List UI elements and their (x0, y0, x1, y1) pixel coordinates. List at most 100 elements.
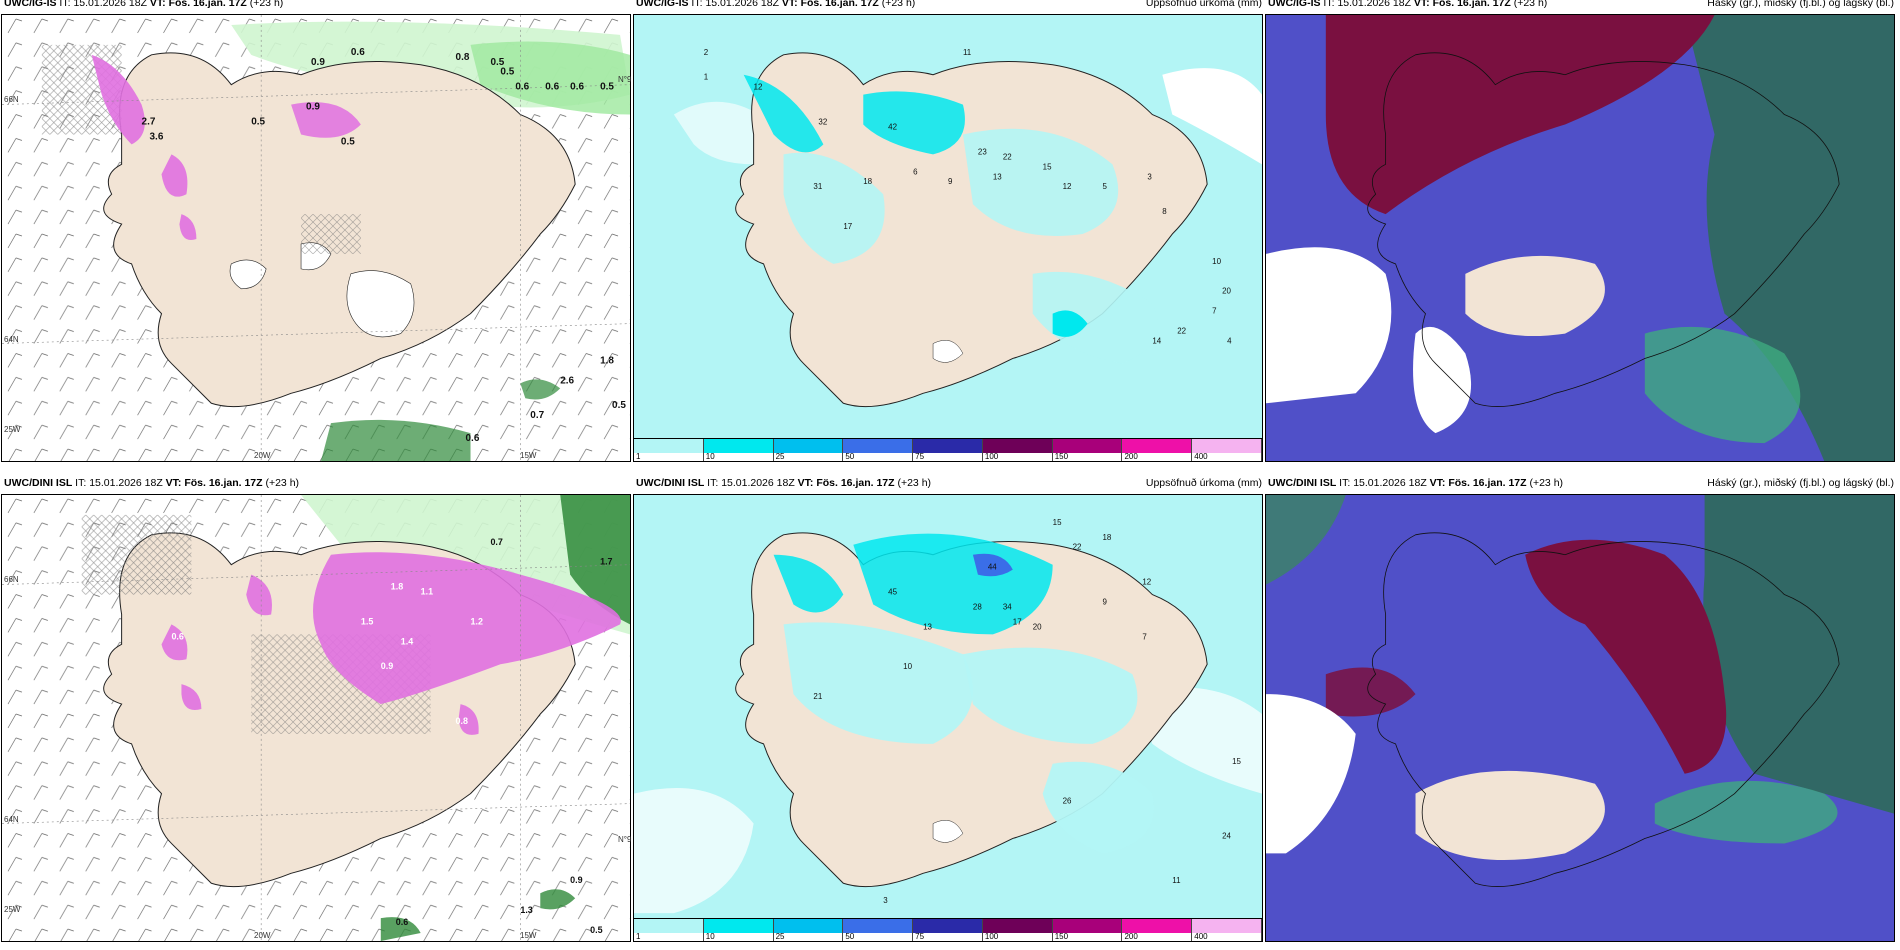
it-label: IT: (691, 0, 703, 9)
colorbar-label: 25 (775, 932, 785, 941)
colorbar-swatch (1122, 439, 1192, 453)
colorbar-label: 50 (845, 932, 855, 941)
value-label: 7 (1212, 307, 1217, 316)
colorbar-segment: 400 (1192, 919, 1263, 941)
vt-label: VT: (1429, 477, 1446, 489)
snow-area (161, 154, 188, 197)
colorbar-swatch (703, 439, 773, 453)
colorbar-segment: 25 (773, 439, 844, 461)
colorbar-label: 1 (636, 452, 641, 461)
it-value: 15.01.2026 18Z (73, 0, 147, 9)
longitude-label: 15W (520, 931, 537, 940)
value-label: 1.7 (600, 557, 612, 567)
value-label: 6 (913, 167, 918, 176)
value-label: 12 (1063, 182, 1072, 191)
value-label: 45 (888, 588, 897, 597)
value-label: 0.8 (456, 716, 468, 726)
colorbar-segment: 50 (843, 439, 914, 461)
value-label: 18 (1103, 533, 1112, 542)
precip-area (962, 128, 1119, 237)
value-label: 5 (1103, 182, 1108, 191)
panel-title: Uppsöfnuð úrkoma (mm) (1145, 477, 1262, 489)
latitude-label: 64N (4, 335, 19, 344)
colorbar-segment: 1 (634, 439, 704, 461)
it-value: 15.01.2026 18Z (705, 0, 779, 9)
precip-area (743, 74, 824, 153)
dry-area (634, 787, 754, 914)
panel-header: UWC/IG-IS IT: 15.01.2026 18Z VT: Fös. 16… (1268, 0, 1896, 11)
iceland-outline (1367, 52, 1840, 407)
longitude-label: 20W (254, 451, 271, 460)
latitude-label: 66N (4, 95, 19, 104)
glacier (932, 820, 964, 843)
value-label: 0.6 (545, 82, 559, 93)
value-label: 1 (704, 73, 709, 82)
value-label: 20 (1033, 622, 1042, 631)
vt-label: VT: (165, 477, 182, 489)
vt-label: VT: (149, 0, 166, 9)
value-label: 17 (843, 222, 852, 231)
latitude-label: 66N (4, 575, 19, 584)
value-label: 0.5 (341, 136, 355, 147)
value-label: 4 (1227, 337, 1232, 346)
precip-area (540, 889, 576, 910)
value-label: 13 (923, 622, 932, 631)
it-value: 15.01.2026 18Z (1353, 477, 1427, 489)
colorbar-segment: 150 (1052, 919, 1123, 941)
precip-area (560, 495, 630, 625)
it-label: IT: (75, 477, 87, 489)
colorbar-segment: 25 (773, 919, 844, 941)
panel-precip-top: UWC/IG-IS IT: 15.01.2026 18Z VT: Fös. 16… (633, 0, 1263, 462)
dry-area (1162, 68, 1262, 165)
vt-label: VT: (1413, 0, 1430, 9)
glacier (229, 259, 267, 290)
value-label: 26 (1063, 797, 1072, 806)
colorbar-swatch (1122, 919, 1192, 933)
colorbar-swatch (1052, 439, 1122, 453)
panel-header: UWC/IG-IS IT: 15.01.2026 18Z VT: Fös. 16… (4, 0, 632, 11)
land-patch (1465, 255, 1605, 337)
precip-area (320, 419, 471, 461)
snow-hatch (81, 514, 192, 595)
precip-area (783, 152, 885, 264)
precip-labels: 2 1 11 12 32 42 31 18 6 9 23 22 13 15 12… (704, 48, 1232, 346)
colorbar-swatch (773, 439, 843, 453)
lead-time: (+23 h) (1513, 0, 1548, 9)
colorbar-label: 75 (915, 452, 925, 461)
model-name: UWC/DINI ISL (636, 477, 705, 489)
value-label: 28 (973, 602, 982, 611)
clear-area (1266, 247, 1392, 404)
value-label: 15 (1043, 162, 1052, 171)
map-snow-wind: 0.9 0.6 0.5 0.8 0.5 0.6 0.6 0.6 0.5 2.7 … (2, 15, 630, 461)
latitude-label: N°9 (618, 835, 632, 844)
it-value: 15.01.2026 18Z (1337, 0, 1411, 9)
colorbar-label: 10 (705, 932, 715, 941)
vt-value: Fös. 16.jan. 17Z (184, 477, 263, 489)
value-label: 20 (1222, 287, 1231, 296)
colorbar-label: 100 (984, 452, 999, 461)
value-label: 1.4 (401, 636, 413, 646)
vt-value: Fös. 16.jan. 17Z (816, 477, 895, 489)
value-label: 2.6 (560, 375, 574, 386)
value-label: 0.5 (590, 925, 602, 935)
model-name: UWC/IG-IS (636, 0, 689, 9)
lead-time: (+23 h) (265, 477, 300, 489)
low-cloud-area (1684, 15, 1894, 461)
colorbar-swatch (1192, 919, 1262, 933)
snow-area (313, 552, 621, 705)
parallel (2, 803, 630, 824)
value-label: 8 (1162, 207, 1167, 216)
value-label: 1.8 (600, 355, 614, 366)
colorbar-segment: 200 (1122, 919, 1193, 941)
value-label: 22 (1073, 543, 1082, 552)
vt-value: Fös. 16.jan. 17Z (168, 0, 247, 9)
snow-area (161, 624, 188, 661)
panel-snow-wind-bottom: UWC/DINI ISL IT: 15.01.2026 18Z VT: Fös.… (1, 477, 632, 942)
value-label: 22 (1003, 152, 1012, 161)
model-name: UWC/DINI ISL (1268, 477, 1337, 489)
low-cloud-area (1654, 780, 1838, 844)
precip-labels: 15 22 18 12 45 44 34 28 20 17 13 9 10 7 … (813, 518, 1241, 905)
snow-area (291, 102, 361, 138)
map-precip: 15 22 18 12 45 44 34 28 20 17 13 9 10 7 … (634, 495, 1262, 920)
value-label: 11 (1172, 876, 1181, 885)
